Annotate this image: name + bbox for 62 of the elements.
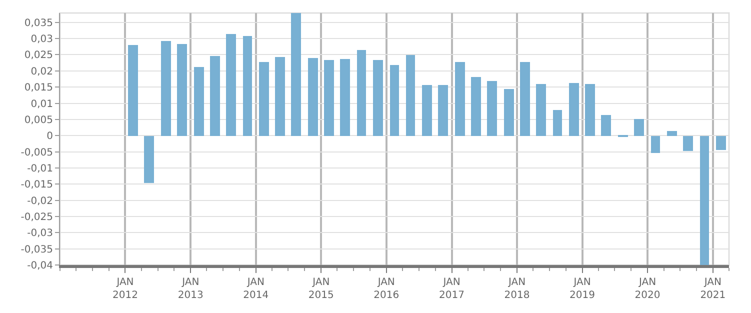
bar: [536, 84, 546, 136]
bar: [226, 34, 236, 136]
bar: [373, 60, 383, 136]
y-tick-label: 0,005: [24, 114, 53, 126]
y-tick-label: -0,03: [27, 228, 53, 240]
y-tick-label: 0,035: [24, 18, 53, 29]
bar: [601, 115, 611, 136]
bar: [128, 45, 138, 136]
x-tick-label: JAN 2019: [570, 277, 595, 301]
bar: [651, 136, 660, 153]
bar: [194, 67, 204, 136]
bar: [340, 59, 350, 136]
y-tick-label: 0,02: [30, 66, 53, 78]
bar: [471, 77, 481, 136]
y-tick-label: -0,015: [20, 180, 53, 191]
bar: [683, 136, 693, 151]
bar: [504, 89, 514, 136]
x-tick-label: JAN 2018: [504, 277, 530, 301]
x-tick-label: JAN 2021: [700, 277, 726, 301]
y-tick-label: -0,01: [27, 163, 53, 174]
y-tick-label: -0,04: [27, 260, 53, 272]
bar: [634, 119, 644, 136]
bar: [324, 60, 334, 136]
bar: [308, 58, 318, 136]
y-tick-label: 0: [46, 131, 53, 142]
bar: [667, 131, 677, 136]
x-tick-label: JAN 2012: [112, 277, 138, 301]
bar: [716, 136, 726, 150]
bar: [243, 36, 252, 136]
y-tick-label: -0,005: [20, 147, 53, 158]
bar: [406, 55, 415, 136]
bar: [569, 83, 579, 136]
y-tick-label: 0,025: [24, 50, 53, 62]
bar: [487, 81, 497, 136]
bar: [455, 62, 465, 136]
bar: [553, 110, 562, 136]
y-tick-label: 0,01: [30, 98, 53, 110]
bar: [585, 84, 595, 136]
bar: [210, 56, 220, 136]
y-tick-label: 0,015: [24, 82, 53, 94]
y-tick-label: -0,02: [27, 196, 53, 207]
x-tick-label: JAN 2015: [308, 277, 334, 301]
bar: [357, 50, 366, 136]
x-tick-label: JAN 2017: [439, 277, 465, 301]
bar: [144, 136, 154, 183]
y-tick-label: -0,035: [20, 244, 53, 256]
bar: [438, 85, 448, 136]
bar: [161, 41, 171, 136]
bar: [422, 85, 432, 136]
x-tick-label: JAN 2016: [374, 277, 400, 301]
bar: [520, 62, 530, 136]
bar: [291, 13, 301, 136]
x-tick-label: JAN 2020: [634, 277, 660, 301]
y-tick-label: 0,03: [30, 34, 53, 46]
bar: [275, 57, 285, 136]
bar: [259, 62, 269, 136]
bar: [177, 44, 187, 136]
x-tick-label: JAN 2013: [178, 277, 204, 301]
bar: [390, 65, 399, 136]
bar: [700, 136, 709, 265]
y-tick-label: -0,025: [20, 212, 53, 223]
x-tick-label: JAN 2014: [243, 277, 269, 301]
